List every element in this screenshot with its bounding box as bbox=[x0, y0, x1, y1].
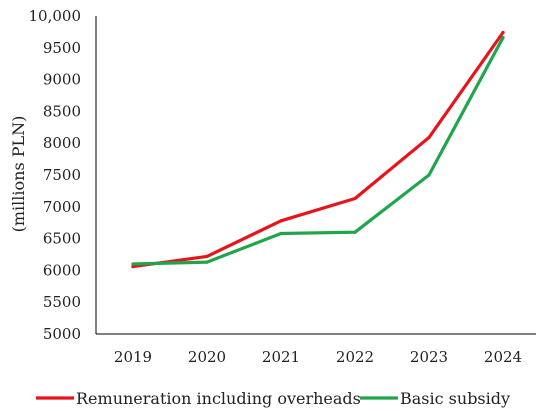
y-tick-label: 5000 bbox=[43, 325, 81, 343]
data-point bbox=[353, 230, 357, 234]
data-point bbox=[501, 30, 505, 35]
y-tick-label: 9500 bbox=[43, 39, 81, 57]
y-tick-label: 7500 bbox=[43, 166, 81, 184]
y-tick-label: 8000 bbox=[43, 134, 81, 152]
y-tick-label: 7000 bbox=[43, 198, 81, 216]
series-line-0 bbox=[131, 30, 505, 269]
x-tick-label: 2024 bbox=[484, 348, 522, 366]
y-tick-label: 10,000 bbox=[29, 7, 82, 25]
data-point bbox=[501, 36, 505, 40]
series-lines bbox=[131, 30, 505, 269]
data-point bbox=[353, 196, 357, 201]
legend-label: Basic subsidy bbox=[400, 389, 510, 408]
x-tick-label: 2023 bbox=[410, 348, 448, 366]
data-point bbox=[279, 231, 283, 236]
data-point bbox=[279, 219, 283, 223]
x-tick-label: 2022 bbox=[336, 348, 374, 366]
legend-label: Remuneration including overheads bbox=[76, 389, 361, 408]
y-tick-label: 5500 bbox=[43, 293, 81, 311]
data-point bbox=[427, 173, 431, 177]
y-tick-label: 6500 bbox=[43, 230, 81, 248]
y-tick-label: 8500 bbox=[43, 102, 81, 120]
y-tick-label: 6000 bbox=[43, 261, 81, 279]
x-tick-label: 2021 bbox=[262, 348, 300, 366]
data-point bbox=[427, 135, 431, 140]
data-point bbox=[205, 260, 209, 264]
data-point bbox=[131, 264, 135, 269]
y-tick-label: 9000 bbox=[43, 71, 81, 89]
legend: Remuneration including overheads Basic su… bbox=[36, 389, 510, 408]
y-axis-label: (millions PLN) bbox=[9, 116, 28, 233]
data-point bbox=[205, 254, 209, 259]
x-tick-label: 2019 bbox=[114, 348, 152, 366]
x-tick-label: 2020 bbox=[188, 348, 226, 366]
data-point bbox=[131, 262, 135, 266]
series-line-1 bbox=[131, 35, 505, 266]
x-tick-labels: 2019 2020 2021 2022 2023 2024 bbox=[114, 348, 522, 366]
y-tick-labels: 5000 5500 6000 6500 7000 7500 8000 8500 9000 9500… bbox=[29, 7, 82, 343]
